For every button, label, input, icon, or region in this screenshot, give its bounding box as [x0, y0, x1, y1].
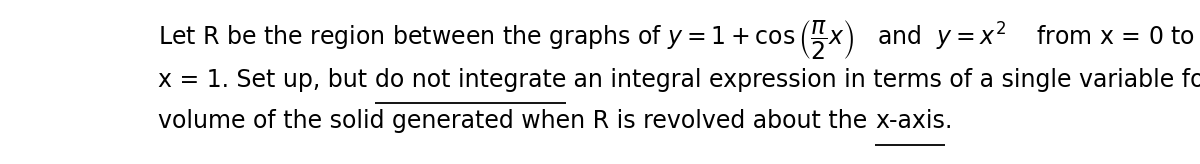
Text: an integral expression in terms of a single variable for the: an integral expression in terms of a sin… — [566, 68, 1200, 92]
Text: x-axis: x-axis — [875, 109, 944, 133]
Text: volume of the solid generated when R is revolved about the: volume of the solid generated when R is … — [158, 109, 875, 133]
Text: .: . — [944, 109, 953, 133]
Text: x = 1. Set up, but: x = 1. Set up, but — [158, 68, 374, 92]
Text: do not integrate: do not integrate — [374, 68, 566, 92]
Text: Let R be the region between the graphs of $y = 1 + \cos\left(\dfrac{\pi}{2}x\rig: Let R be the region between the graphs o… — [158, 19, 1195, 62]
